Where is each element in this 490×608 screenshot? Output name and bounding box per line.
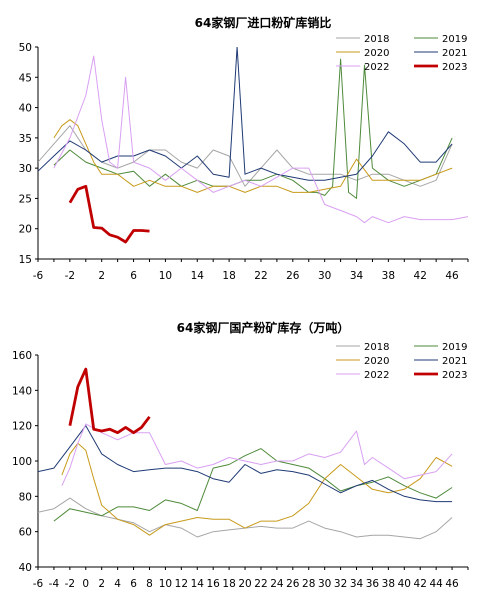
- x-tick-label: 34: [350, 578, 364, 590]
- x-tick-label: -6: [33, 270, 44, 282]
- chart-title: 64家钢厂进口粉矿库销比: [195, 15, 332, 30]
- chart-title: 64家钢厂国产粉矿库存（万吨）: [177, 320, 350, 335]
- x-tick-label: 24: [270, 578, 284, 590]
- x-tick-label: 18: [222, 578, 235, 590]
- y-tick-label: 40: [19, 103, 32, 115]
- x-tick-label: 22: [254, 270, 267, 282]
- x-tick-label: 22: [254, 578, 267, 590]
- y-tick-label: 120: [12, 421, 32, 433]
- x-tick-label: 8: [146, 578, 153, 590]
- x-tick-label: 6: [130, 270, 137, 282]
- x-tick-label: -2: [65, 578, 75, 590]
- series-line-2022: [61, 423, 453, 486]
- x-tick-label: 34: [350, 270, 364, 282]
- series-line-2019: [53, 448, 453, 522]
- x-tick-label: 30: [318, 270, 331, 282]
- series-line-2018: [38, 497, 453, 540]
- y-tick-label: 40: [19, 562, 32, 574]
- series-line-2021: [38, 425, 453, 503]
- x-tick-label: 38: [382, 578, 395, 590]
- x-tick-label: 14: [191, 270, 205, 282]
- x-tick-label: 38: [382, 270, 395, 282]
- x-tick-label: 4: [114, 578, 121, 590]
- y-tick-label: 60: [19, 527, 32, 539]
- y-tick-label: 140: [12, 385, 32, 397]
- x-tick-label: 26: [286, 578, 300, 590]
- x-tick-label: 10: [159, 270, 172, 282]
- chart-panel-2: 64家钢厂国产粉矿库存（万吨） 40 60 80 100 120 140 160 -6 -4 -2 0…: [12, 320, 469, 590]
- legend-label-2023: 2023: [442, 62, 467, 73]
- y-tick-label: 25: [19, 193, 32, 205]
- x-tick-label: 32: [334, 578, 347, 590]
- x-tick-label: 16: [206, 578, 220, 590]
- legend-label-2020: 2020: [364, 48, 389, 59]
- y-tick-label: 45: [19, 72, 32, 84]
- x-tick-label: 28: [302, 578, 315, 590]
- y-tick-label: 35: [19, 133, 32, 145]
- series-line-2023: [68, 367, 151, 435]
- legend-label-2022: 2022: [364, 370, 389, 381]
- x-tick-label: 14: [191, 578, 205, 590]
- x-tick-label: 42: [414, 578, 427, 590]
- legend-label-2021: 2021: [442, 356, 467, 367]
- series-line-2022: [53, 55, 468, 224]
- x-tick-label: 44: [429, 578, 443, 590]
- series-line-2018: [38, 125, 453, 187]
- legend-label-2021: 2021: [442, 48, 467, 59]
- x-tick-label: 18: [222, 270, 235, 282]
- x-tick-label: -2: [65, 270, 75, 282]
- legend-label-2019: 2019: [442, 342, 467, 353]
- x-tick-label: 46: [445, 270, 459, 282]
- legend-label-2020: 2020: [364, 356, 389, 367]
- x-tick-label: 12: [175, 578, 188, 590]
- x-tick-label: 2: [98, 270, 105, 282]
- series-line-2019: [53, 58, 453, 199]
- x-tick-label: 42: [414, 270, 427, 282]
- y-tick-label: 15: [19, 254, 32, 266]
- x-tick-label: 6: [130, 578, 137, 590]
- x-tick-label: 30: [318, 578, 331, 590]
- x-tick-label: 40: [398, 578, 411, 590]
- legend-label-2023: 2023: [442, 370, 467, 381]
- y-tick-label: 160: [12, 350, 32, 362]
- x-tick-label: -4: [49, 578, 60, 590]
- x-tick-label: -6: [33, 578, 44, 590]
- y-tick-label: 50: [19, 42, 32, 54]
- x-tick-label: 0: [82, 578, 89, 590]
- x-tick-label: 36: [366, 578, 380, 590]
- series-line-2020: [61, 442, 453, 536]
- x-tick-label: 10: [159, 578, 172, 590]
- y-tick-label: 20: [19, 224, 32, 236]
- x-tick-label: 2: [98, 578, 105, 590]
- series-line-2021: [38, 47, 453, 181]
- x-tick-label: 46: [445, 578, 459, 590]
- x-tick-label: 20: [238, 578, 251, 590]
- y-tick-label: 30: [19, 163, 32, 175]
- legend-label-2018: 2018: [364, 34, 389, 45]
- y-tick-label: 100: [12, 456, 32, 468]
- legend-label-2018: 2018: [364, 342, 389, 353]
- series-line-2023: [68, 184, 150, 244]
- y-tick-label: 80: [19, 491, 32, 503]
- x-tick-label: 26: [286, 270, 300, 282]
- legend-label-2022: 2022: [364, 62, 389, 73]
- legend-label-2019: 2019: [442, 34, 467, 45]
